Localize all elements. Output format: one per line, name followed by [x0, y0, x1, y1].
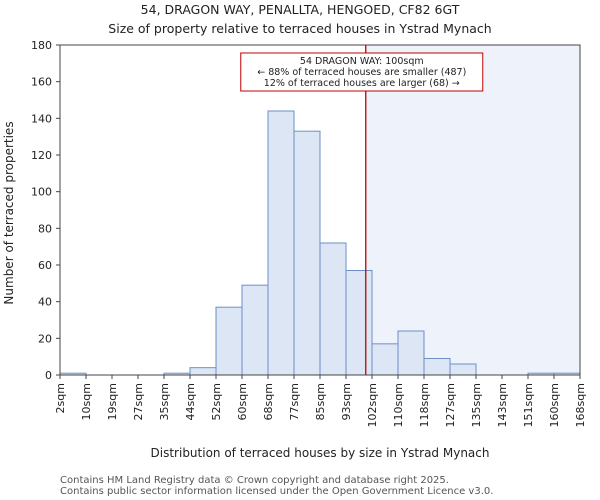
x-tick-label: 10sqm: [80, 383, 93, 420]
histogram-bar: [449, 363, 477, 376]
y-tick-label: 20: [38, 332, 52, 345]
x-tick-label: 60sqm: [236, 383, 249, 420]
footer-line-1: Contains HM Land Registry data © Crown c…: [60, 475, 449, 486]
y-tick-label: 60: [38, 259, 52, 272]
x-tick-label: 118sqm: [418, 383, 431, 427]
x-tick-label: 160sqm: [548, 383, 561, 427]
x-tick-label: 85sqm: [314, 383, 327, 420]
histogram-bar: [215, 306, 243, 376]
histogram-bar: [267, 110, 295, 376]
y-axis-label: Number of terraced properties: [2, 121, 16, 304]
y-tick-label: 160: [31, 76, 52, 89]
x-tick-label: 19sqm: [106, 383, 119, 420]
annotation-box: [240, 52, 484, 92]
x-tick-label: 143sqm: [496, 383, 509, 427]
x-tick-label: 68sqm: [262, 383, 275, 420]
y-tick-label: 180: [31, 39, 52, 52]
histogram-bar: [397, 330, 425, 376]
x-tick-label: 77sqm: [288, 383, 301, 420]
x-tick-label: 35sqm: [158, 383, 171, 420]
larger-region-shade: [365, 45, 580, 375]
x-tick-label: 52sqm: [210, 383, 223, 420]
y-tick-label: 120: [31, 149, 52, 162]
x-tick-label: 2sqm: [54, 383, 67, 413]
x-tick-label: 110sqm: [392, 383, 405, 427]
x-tick-label: 27sqm: [132, 383, 145, 420]
chart-title: 54, DRAGON WAY, PENALLTA, HENGOED, CF82 …: [141, 2, 460, 17]
plot-area: 0 20 40 60 80 100 120 140 160 180 2sqm 10sqm 19sqm 27…: [31, 39, 587, 427]
histogram-bar: [189, 367, 217, 376]
y-tick-label: 40: [38, 296, 52, 309]
histogram-bar: [371, 343, 399, 376]
x-tick-label: 151sqm: [522, 383, 535, 427]
histogram-bar: [423, 358, 451, 376]
x-tick-label: 93sqm: [340, 383, 353, 420]
x-tick-label: 44sqm: [184, 383, 197, 420]
annotation-line: 54 DRAGON WAY: 100sqm: [300, 56, 424, 67]
x-tick-label: 168sqm: [574, 383, 587, 427]
y-tick-label: 80: [38, 222, 52, 235]
annotation-line: 12% of terraced houses are larger (68) →: [264, 78, 460, 89]
x-axis-label: Distribution of terraced houses by size …: [151, 446, 490, 460]
y-tick-label: 0: [45, 369, 52, 382]
histogram-bar: [241, 284, 269, 376]
chart-subtitle: Size of property relative to terraced ho…: [108, 21, 491, 36]
footer-line-2: Contains public sector information licen…: [60, 486, 493, 497]
y-tick-label: 140: [31, 112, 52, 125]
y-tick-label: 100: [31, 186, 52, 199]
histogram-bar: [293, 130, 321, 376]
x-tick-label: 135sqm: [470, 383, 483, 427]
x-tick-label: 127sqm: [444, 383, 457, 427]
histogram-bar: [319, 242, 347, 376]
histogram-bar: [345, 270, 373, 376]
annotation-line: ← 88% of terraced houses are smaller (48…: [257, 67, 466, 78]
x-tick-label: 102sqm: [366, 383, 379, 427]
